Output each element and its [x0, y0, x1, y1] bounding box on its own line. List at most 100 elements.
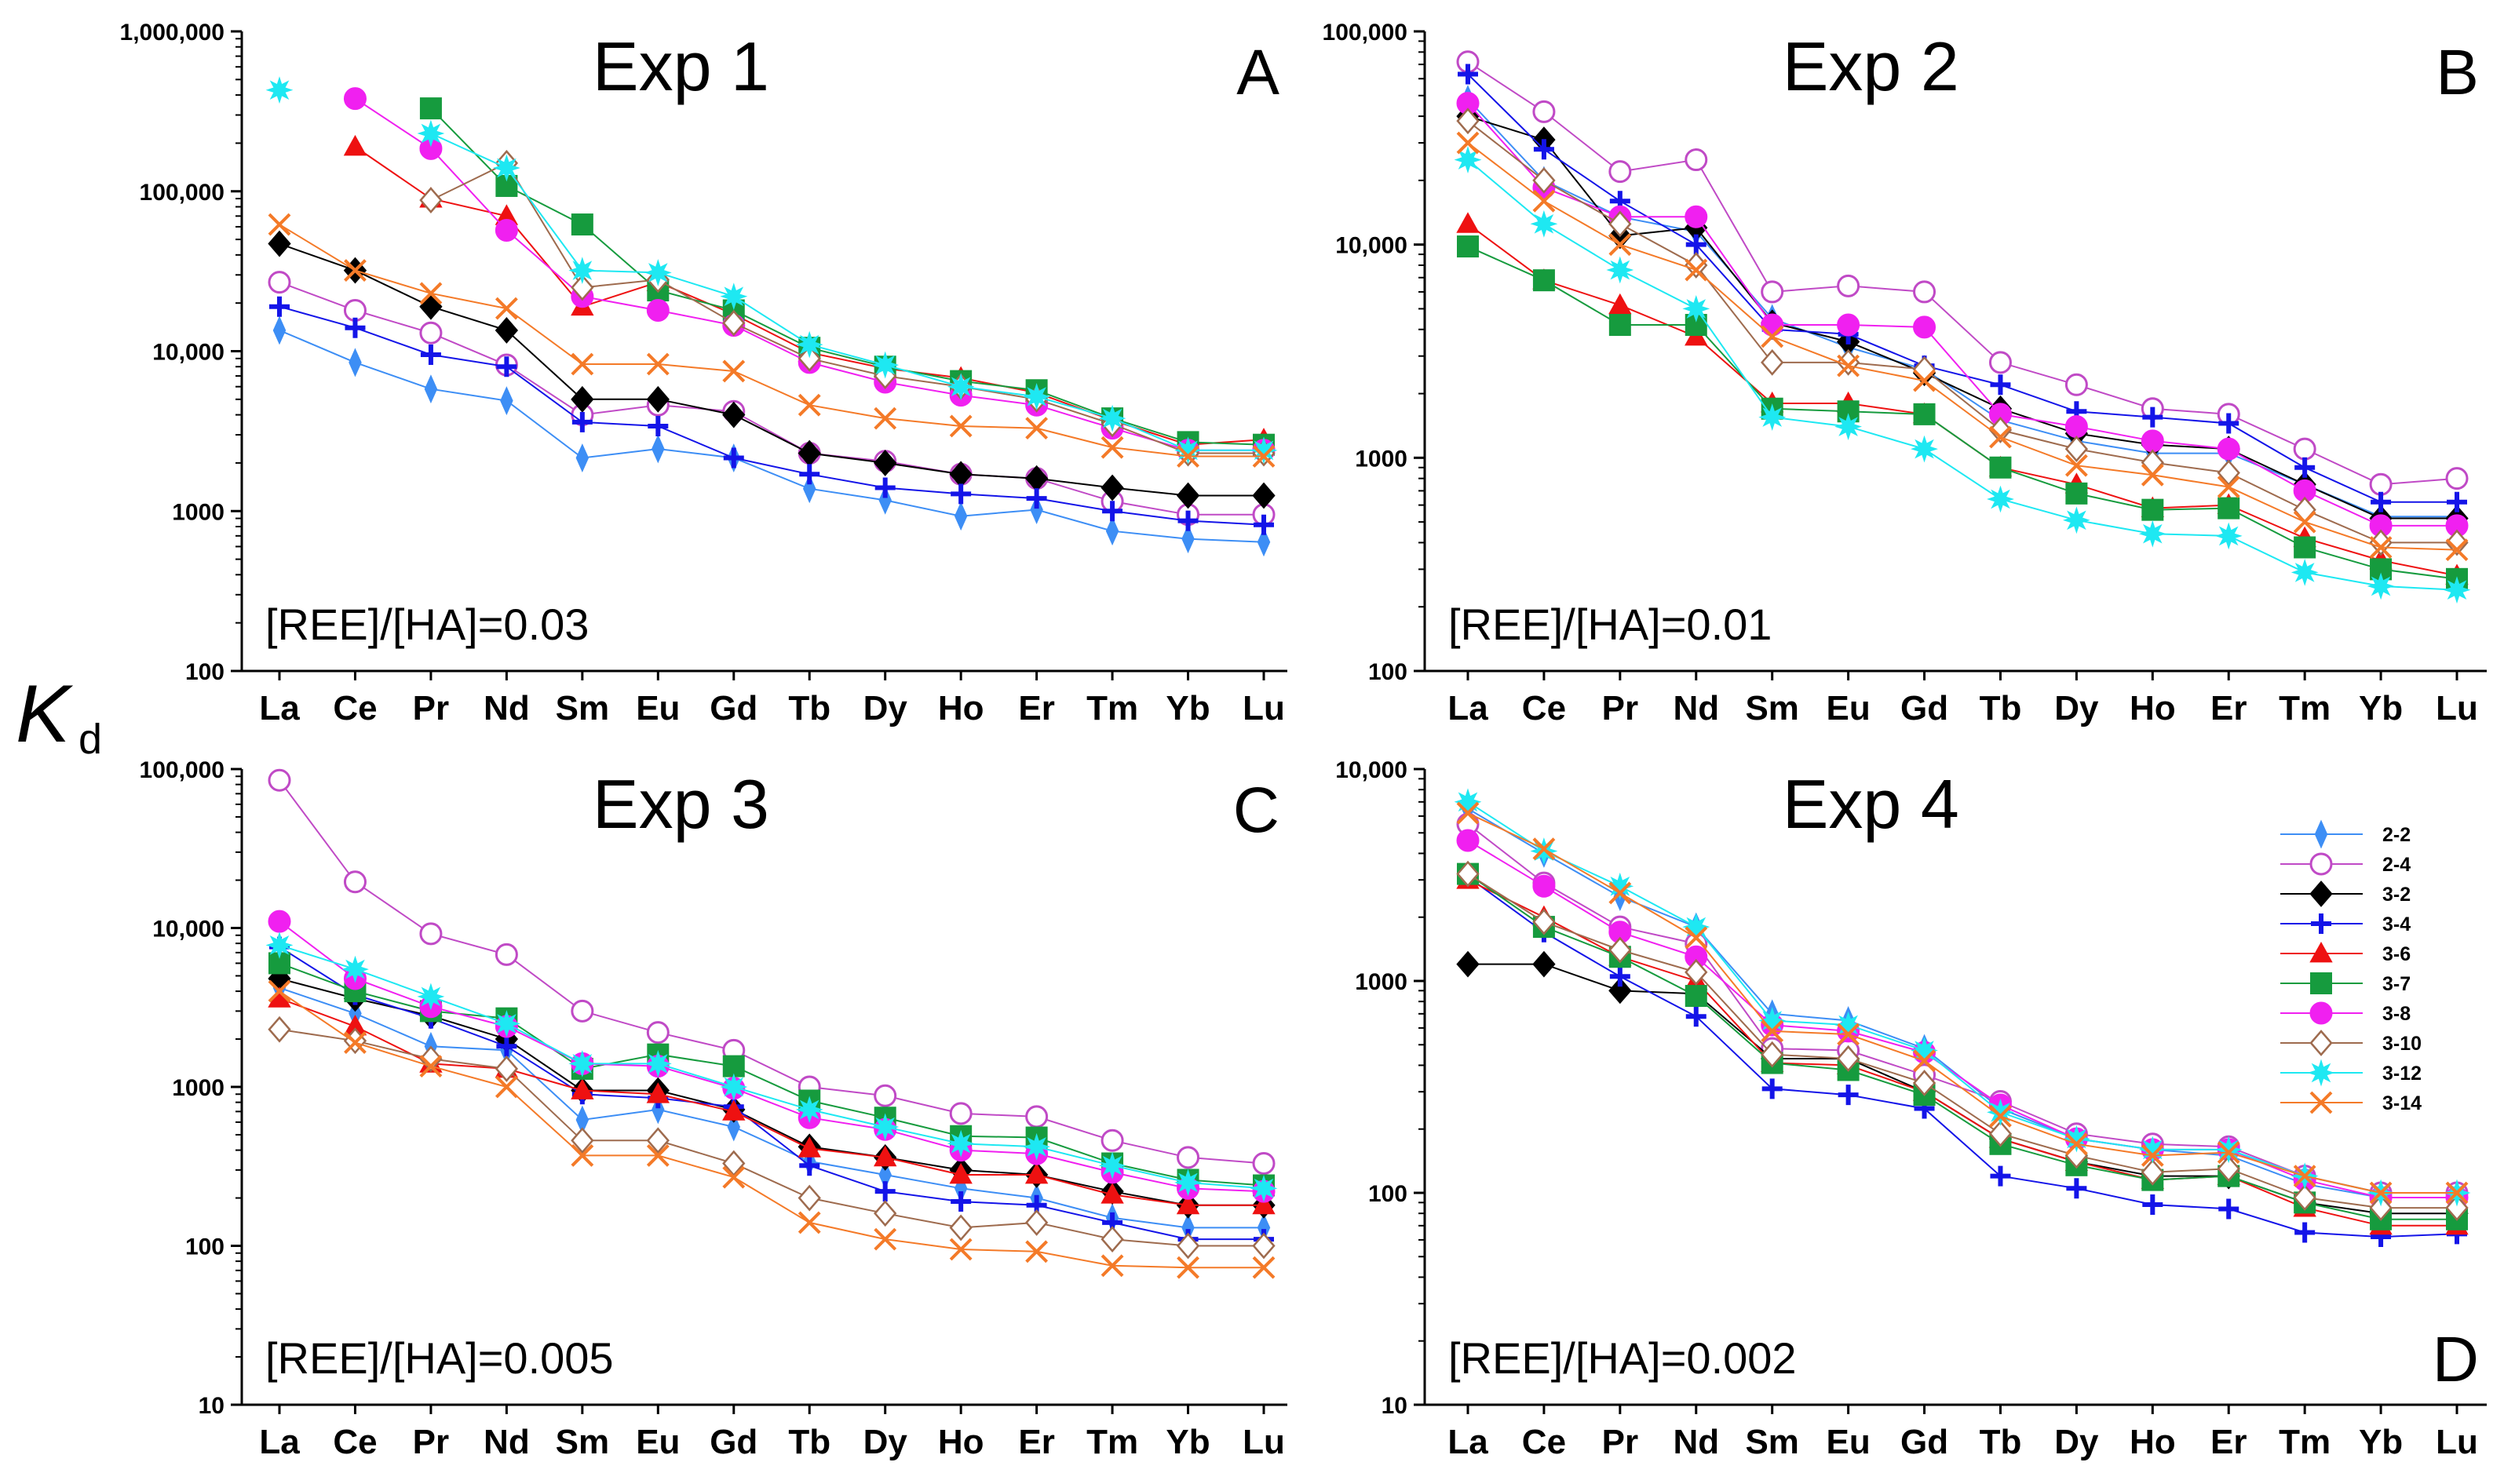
- x-tick-label-sm: Sm: [1745, 689, 1798, 727]
- point-3-8-dy: [2064, 415, 2088, 439]
- legend-label: 3-10: [2382, 1033, 2422, 1055]
- point-3-14-pr: [419, 282, 443, 305]
- series-3-10: [1456, 108, 2469, 556]
- point-3-12-pr: [1606, 256, 1634, 284]
- point-3-10-tb: [1988, 417, 2013, 443]
- series-line-2-4: [1467, 823, 2457, 1194]
- point-3-4-tm: [1102, 501, 1123, 522]
- point-2-2-eu: [652, 1095, 665, 1125]
- point-3-14-ho: [949, 1238, 973, 1261]
- point-3-2-la: [268, 230, 291, 257]
- point-2-4-gd: [1913, 280, 1936, 304]
- x-tick-label-tb: Tb: [788, 689, 830, 727]
- point-3-10-tb: [1988, 1120, 2013, 1147]
- point-3-7-la: [1457, 235, 1479, 258]
- point-2-4-eu: [646, 1021, 670, 1045]
- point-3-12-ho: [947, 1129, 975, 1158]
- series-3-4: [269, 296, 1274, 535]
- x-tick-label-ce: Ce: [333, 689, 377, 727]
- point-3-8-la: [268, 910, 291, 933]
- point-3-4-nd: [496, 1036, 517, 1057]
- series-3-10: [1456, 860, 2469, 1221]
- point-2-4-nd: [1685, 148, 1708, 172]
- x-tick-label-tm: Tm: [2279, 689, 2331, 727]
- point-3-12-dy: [2062, 506, 2090, 534]
- point-3-12-la: [265, 931, 294, 959]
- point-3-2-eu: [646, 385, 670, 413]
- point-3-4-eu: [1838, 1085, 1859, 1106]
- point-3-2-dy: [874, 450, 897, 476]
- series-line-3-4: [279, 946, 1264, 1241]
- series-line-3-12: [279, 944, 1265, 1190]
- point-3-14-er: [1025, 417, 1049, 440]
- series-line-3-4: [1467, 73, 2457, 503]
- x-tick-label-nd: Nd: [484, 689, 530, 727]
- point-3-12-nd: [492, 1009, 520, 1037]
- y-tick-label: 1000: [1355, 969, 1407, 995]
- point-3-12-lu: [1250, 1174, 1278, 1202]
- point-3-2-ce: [1532, 950, 1556, 978]
- point-3-14-ce: [344, 1031, 367, 1054]
- point-2-2-tb: [802, 474, 816, 504]
- point-2-4-tm: [2293, 437, 2316, 461]
- x-tick-label-tm: Tm: [1086, 689, 1138, 727]
- ratio-annotation: [REE]/[HA]=0.002: [1448, 1333, 1797, 1383]
- point-3-12-tm: [2291, 558, 2319, 586]
- point-3-14-er: [1025, 1240, 1049, 1263]
- x-tick-label-la: La: [1447, 1423, 1488, 1461]
- point-3-14-eu: [646, 1144, 670, 1167]
- point-2-4-sm: [571, 999, 594, 1023]
- point-3-2-gd: [722, 401, 746, 428]
- y-tick-label: 10: [1382, 1393, 1407, 1419]
- point-3-10-tm: [1101, 1226, 1124, 1253]
- point-2-4-tb: [1988, 351, 2012, 374]
- legend-marker-2-4: [2309, 852, 2333, 876]
- point-3-10-pr: [1608, 936, 1632, 964]
- legend-marker-2-2: [2314, 819, 2328, 849]
- point-3-10-la: [1456, 108, 1480, 135]
- point-3-6-tb: [798, 1136, 821, 1158]
- point-3-14-la: [268, 213, 291, 236]
- point-3-14-yb: [1177, 1256, 1199, 1279]
- point-3-14-la: [1456, 131, 1480, 155]
- legend-marker-3-7: [2310, 972, 2332, 994]
- series-3-7: [419, 97, 1275, 456]
- point-3-4-ho: [2142, 1194, 2163, 1215]
- panel-letter: B: [2436, 37, 2479, 108]
- x-tick-label-er: Er: [1018, 1423, 1054, 1461]
- point-3-8-nd: [495, 218, 518, 242]
- x-tick-label-yb: Yb: [2359, 689, 2403, 727]
- y-tick-label: 100: [1368, 659, 1407, 685]
- series-2-4: [268, 768, 1276, 1176]
- point-3-14-dy: [2064, 1132, 2088, 1156]
- point-3-10-sm: [571, 1127, 594, 1154]
- series-2-4: [1456, 50, 2469, 496]
- point-3-12-sm: [568, 1049, 597, 1077]
- point-3-12-gd: [720, 283, 748, 311]
- series-3-14: [268, 213, 1276, 468]
- series-2-4: [268, 271, 1276, 527]
- series-line-3-4: [279, 305, 1265, 526]
- legend-entry-3-7: 3-7: [2280, 972, 2411, 995]
- panel-letter: A: [1236, 37, 1279, 108]
- point-3-2-yb: [1176, 482, 1200, 509]
- point-3-12-ce: [1530, 210, 1558, 238]
- series-line-3-14: [279, 224, 1264, 458]
- point-3-14-gd: [1913, 1049, 1936, 1073]
- point-3-14-tb: [798, 393, 821, 417]
- point-3-12-eu: [644, 258, 672, 286]
- point-3-14-tb: [798, 1211, 821, 1234]
- legend-label: 2-4: [2382, 854, 2411, 876]
- point-3-4-pr: [420, 345, 441, 366]
- point-3-12-gd: [1911, 435, 1938, 463]
- point-3-10-tm: [2293, 1184, 2316, 1211]
- legend-marker-3-6: [2309, 941, 2333, 963]
- y-tick-label: 100,000: [140, 757, 224, 783]
- y-tick-label: 10,000: [1335, 757, 1407, 783]
- point-3-4-tb: [1990, 1165, 2011, 1187]
- point-3-14-ce: [1532, 189, 1556, 213]
- point-3-10-ho: [949, 1214, 973, 1242]
- point-3-7-nd: [1685, 985, 1707, 1008]
- y-tick-label: 10,000: [152, 340, 224, 366]
- series-line-3-14: [1467, 142, 2458, 551]
